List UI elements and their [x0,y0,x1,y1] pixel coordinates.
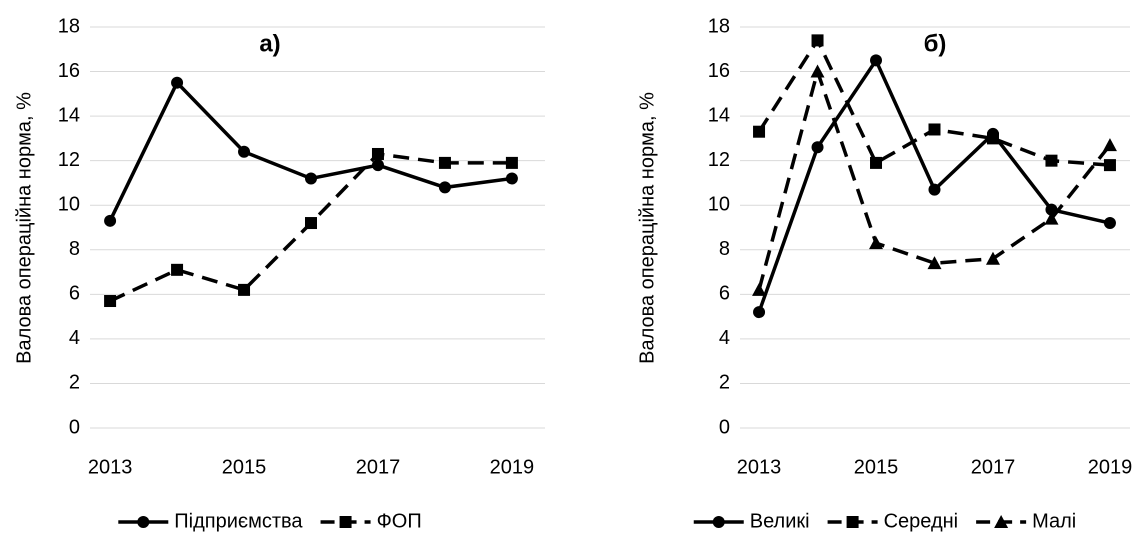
y-tick-label: 10 [708,194,730,216]
marker [104,295,117,308]
marker [1103,217,1116,230]
y-tick-label: 8 [69,238,80,260]
marker [1045,154,1058,167]
y-tick-label: 16 [708,60,730,82]
chart-title: а) [259,30,280,57]
marker [811,141,824,154]
marker [811,34,824,47]
legend-label: ФОП [377,510,422,532]
y-tick-label: 8 [719,238,730,260]
legend-label: Малі [1032,510,1076,532]
legend-label: Великі [750,510,810,532]
x-tick-label: 2019 [1088,456,1133,478]
y-axis-label: Валова операційна норма, % [13,92,35,364]
y-tick-label: 14 [58,104,80,126]
marker [1044,211,1059,225]
line-series [108,79,513,222]
y-tick-label: 0 [719,416,730,438]
marker [753,125,766,138]
x-tick-label: 2013 [88,456,133,478]
legend-marker [994,515,1009,528]
marker [171,263,184,276]
x-tick-label: 2019 [490,456,535,478]
y-tick-label: 16 [58,60,80,82]
x-tick-label: 2017 [356,456,401,478]
y-tick-label: 10 [58,194,80,216]
y-tick-label: 2 [719,372,730,394]
y-tick-label: 4 [69,327,80,349]
y-axis-label: Валова операційна норма, % [636,92,658,364]
marker [438,156,451,169]
marker [870,156,883,169]
marker [869,236,884,250]
marker [171,76,184,89]
marker [505,156,518,169]
marker [986,132,999,145]
y-tick-label: 12 [58,149,80,171]
marker [305,217,317,230]
marker [810,64,825,78]
marker [870,54,883,67]
y-tick-label: 6 [719,283,730,305]
x-tick-label: 2013 [737,456,782,478]
marker [438,181,451,194]
legend-marker [712,516,725,528]
marker [238,145,251,158]
y-tick-label: 12 [708,149,730,171]
marker [305,172,317,185]
marker [371,147,384,160]
x-tick-label: 2015 [854,456,899,478]
x-tick-label: 2015 [222,456,267,478]
legend-marker [846,516,859,528]
marker [104,214,117,227]
chart-title: б) [924,30,947,57]
marker [928,123,941,136]
legend-label: Підприємства [174,510,303,532]
marker [927,256,942,270]
y-tick-label: 18 [58,15,80,37]
marker [238,283,251,296]
marker [753,306,766,319]
legend-marker [339,516,352,528]
y-tick-label: 0 [69,416,80,438]
marker [1103,159,1116,172]
marker [928,183,941,196]
legend-label: Середні [884,510,959,532]
marker [752,282,767,296]
marker [1102,138,1117,152]
y-tick-label: 4 [719,327,730,349]
marker [505,172,518,185]
legend-marker [137,516,150,528]
y-tick-label: 14 [708,104,730,126]
y-tick-label: 6 [69,283,80,305]
marker [371,159,384,172]
y-tick-label: 18 [708,15,730,37]
y-tick-label: 2 [69,372,80,394]
marker [985,251,1000,265]
x-tick-label: 2017 [971,456,1016,478]
